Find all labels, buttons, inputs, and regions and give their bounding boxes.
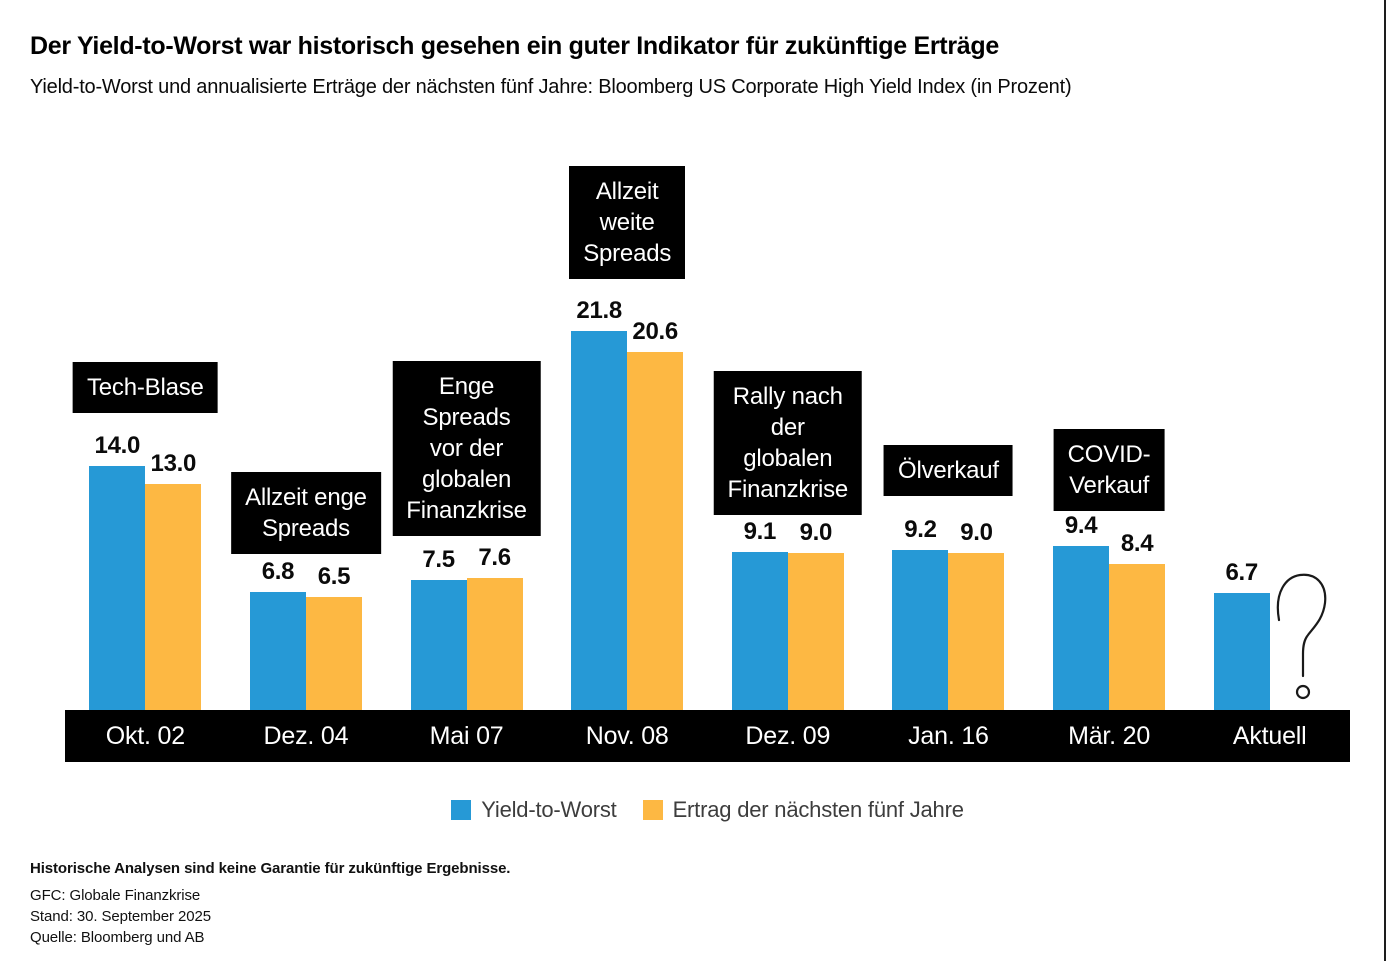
page-title: Der Yield-to-Worst war historisch gesehe…: [30, 32, 999, 60]
bar-next-five-year-return: [145, 483, 202, 710]
bar-yield-to-worst: [1053, 546, 1110, 710]
bar-value-label: 21.8: [576, 296, 622, 324]
bar-value-label: 9.2: [904, 515, 937, 543]
annotation-callout: Tech-Blase: [72, 362, 218, 413]
annotation-callout: Enge Spreads vor der globalen Finanzkris…: [392, 361, 541, 536]
bar-value-label: 9.0: [960, 519, 993, 547]
annotation-callout: COVID- Verkauf: [1053, 429, 1165, 511]
annotation-callout: Rally nach der globalen Finanzkrise: [713, 371, 863, 515]
x-axis-label: Aktuell: [1232, 722, 1307, 750]
page-subtitle: Yield-to-Worst und annualisierte Erträge…: [30, 76, 1072, 98]
bar-value-label: 13.0: [150, 449, 197, 477]
bar-value-label: 14.0: [94, 432, 141, 460]
legend-item-next-five-year-return: Ertrag der nächsten fünf Jahre: [642, 797, 964, 823]
page-right-border: [1384, 0, 1386, 961]
annotation-callout: Allzeit enge Spreads: [231, 472, 381, 554]
footer-as-of-date: Stand: 30. September 2025: [30, 908, 211, 925]
footer-source: Quelle: Bloomberg und AB: [30, 929, 205, 946]
bar-value-label: 6.7: [1225, 559, 1258, 587]
footer-disclaimer: Historische Analysen sind keine Garantie…: [30, 860, 511, 877]
x-axis-label: Dez. 04: [263, 722, 349, 750]
bar-value-label: 9.1: [743, 517, 777, 545]
bar-yield-to-worst: [571, 330, 628, 710]
legend-label: Ertrag der nächsten fünf Jahre: [672, 797, 964, 822]
bar-yield-to-worst: [1213, 593, 1270, 710]
bar-next-five-year-return: [1109, 563, 1166, 710]
bar-value-label: 8.4: [1120, 529, 1154, 557]
bar-yield-to-worst: [249, 591, 306, 710]
bar-value-label: 9.4: [1064, 512, 1098, 540]
bar-value-label: 7.6: [478, 543, 511, 571]
bar-next-five-year-return: [948, 553, 1005, 710]
x-axis-label: Dez. 09: [745, 722, 831, 750]
bar-next-five-year-return: [787, 553, 844, 710]
bar-yield-to-worst: [89, 466, 146, 710]
legend-swatch-blue-icon: [451, 800, 472, 820]
bar-next-five-year-return: [466, 577, 523, 710]
chart-legend: Yield-to-Worst Ertrag der nächsten fünf …: [65, 797, 1350, 823]
annotation-callout: Allzeit weite Spreads: [569, 166, 686, 279]
bar-value-label: 7.5: [422, 545, 455, 573]
legend-label: Yield-to-Worst: [481, 797, 617, 822]
x-axis-label: Mär. 20: [1068, 722, 1151, 750]
x-axis-band: [65, 710, 1350, 762]
x-axis-label: Mai 07: [429, 722, 504, 750]
bar-value-label: 20.6: [632, 317, 678, 345]
legend-swatch-yellow-icon: [642, 800, 663, 820]
footer-gfc-note: GFC: Globale Finanzkrise: [30, 887, 201, 904]
x-axis-label: Nov. 08: [585, 722, 669, 750]
bar-value-label: 6.8: [261, 557, 295, 585]
x-axis-label: Okt. 02: [105, 722, 185, 750]
legend-item-yield-to-worst: Yield-to-Worst: [451, 797, 617, 823]
bar-value-label: 6.5: [317, 562, 351, 590]
bar-next-five-year-return: [305, 596, 362, 710]
annotation-callout: Ölverkauf: [883, 445, 1013, 496]
bar-yield-to-worst: [410, 579, 467, 710]
bar-yield-to-worst: [892, 549, 949, 710]
question-mark-icon: [1272, 570, 1330, 709]
bar-next-five-year-return: [627, 351, 684, 710]
x-axis-label: Jan. 16: [908, 722, 989, 750]
bar-value-label: 9.0: [799, 519, 833, 547]
bar-yield-to-worst: [731, 551, 788, 710]
